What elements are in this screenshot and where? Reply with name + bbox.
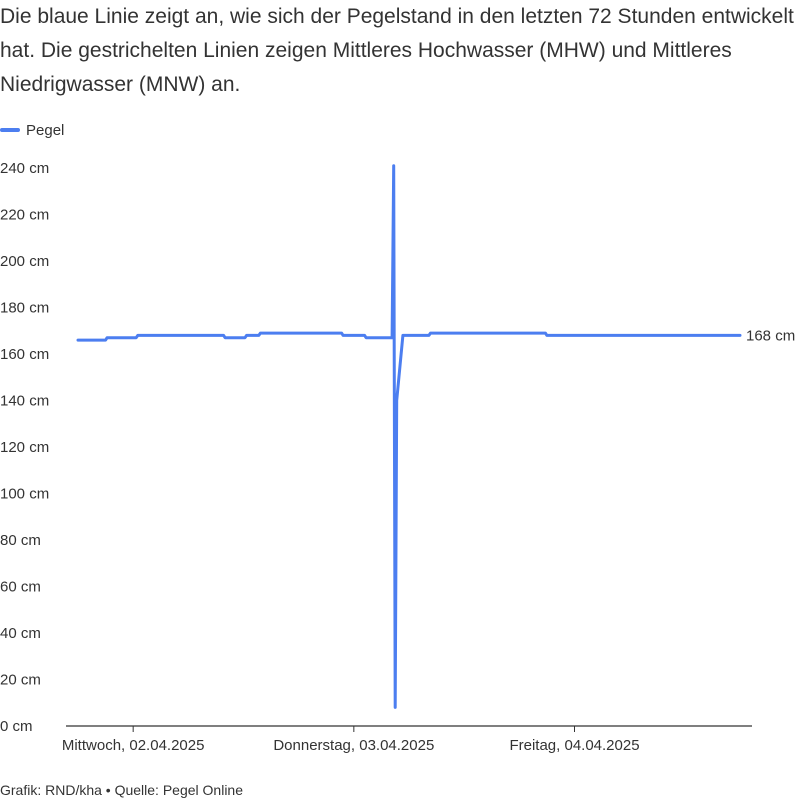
y-tick-label: 120 cm bbox=[0, 439, 49, 456]
x-tick-label: Mittwoch, 02.04.2025 bbox=[62, 737, 205, 754]
legend-label-pegel: Pegel bbox=[26, 121, 65, 139]
legend-swatch-pegel bbox=[0, 128, 20, 132]
end-value-label: 168 cm bbox=[746, 327, 795, 344]
series-line-pegel bbox=[76, 164, 742, 709]
y-tick-label: 80 cm bbox=[0, 532, 41, 549]
y-tick-label: 40 cm bbox=[0, 625, 41, 642]
y-tick-label: 100 cm bbox=[0, 486, 49, 503]
y-tick-label: 240 cm bbox=[0, 160, 49, 177]
y-tick-label: 0 cm bbox=[0, 718, 33, 735]
y-tick-label: 60 cm bbox=[0, 579, 41, 596]
x-tick-label: Freitag, 04.04.2025 bbox=[509, 737, 639, 754]
y-tick-label: 160 cm bbox=[0, 346, 49, 363]
y-tick-label: 140 cm bbox=[0, 393, 49, 410]
legend: Pegel bbox=[0, 120, 64, 140]
y-tick-label: 220 cm bbox=[0, 207, 49, 224]
water-level-chart: 0 cm 20 cm 40 cm 60 cm 80 cm 100 cm 120 cm 140 … bbox=[0, 160, 795, 754]
y-tick-label: 20 cm bbox=[0, 672, 41, 689]
x-tick-label: Donnerstag, 03.04.2025 bbox=[273, 737, 434, 754]
y-tick-label: 180 cm bbox=[0, 300, 49, 317]
source-credit: Grafik: RND/kha • Quelle: Pegel Online bbox=[0, 782, 244, 798]
chart-description: Die blaue Linie zeigt an, wie sich der P… bbox=[0, 5, 794, 96]
y-tick-label: 200 cm bbox=[0, 253, 49, 270]
